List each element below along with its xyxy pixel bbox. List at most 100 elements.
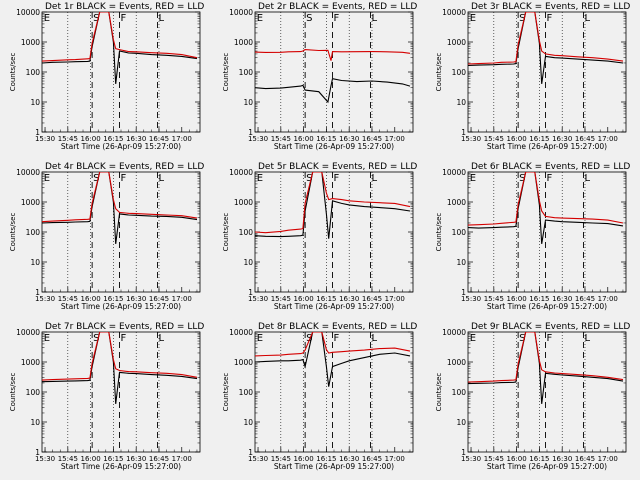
x-tick-label: 15:45	[271, 295, 291, 303]
x-tick-label: 15:45	[58, 135, 78, 143]
x-tick-label: 16:00	[294, 295, 314, 303]
series-line-events	[42, 172, 198, 244]
x-tick-label: 16:15	[316, 135, 336, 143]
series-line-lld	[468, 12, 624, 65]
x-tick-label: 16:45	[575, 135, 595, 143]
marker-label-e: E	[44, 13, 50, 24]
marker-label-l: L	[584, 333, 590, 344]
series-line-lld	[468, 172, 624, 226]
y-tick-label: 10000	[229, 8, 253, 17]
x-tick-label: 15:45	[58, 295, 78, 303]
x-tick-label: 16:30	[126, 455, 146, 463]
x-tick-label: 16:30	[126, 135, 146, 143]
marker-label-s: S	[93, 333, 99, 344]
x-tick-label: 16:15	[316, 295, 336, 303]
x-tick-label: 16:15	[529, 455, 549, 463]
marker-label-e: E	[44, 173, 50, 184]
y-tick-label: 100	[26, 228, 41, 237]
x-tick-label: 15:45	[484, 135, 504, 143]
plot-frame	[467, 11, 627, 133]
x-tick-label: 17:00	[598, 295, 618, 303]
y-tick-label: 10	[456, 418, 466, 427]
x-tick-label: 16:45	[149, 135, 169, 143]
y-tick-label: 1	[248, 128, 253, 137]
marker-label-f: F	[546, 173, 552, 184]
y-tick-label: 10	[30, 418, 40, 427]
x-tick-label: 15:30	[461, 455, 481, 463]
x-tick-label: 17:00	[172, 455, 192, 463]
y-tick-label: 10000	[229, 328, 253, 337]
series-line-events	[255, 332, 411, 387]
series-line-lld	[468, 332, 624, 383]
series-line-lld	[42, 12, 198, 62]
x-axis-label: Start Time (26-Apr-09 15:27:00)	[274, 462, 394, 471]
x-tick-label: 16:00	[294, 455, 314, 463]
y-tick-label: 10000	[442, 8, 466, 17]
y-tick-label: 10	[243, 258, 253, 267]
x-tick-label: 17:00	[385, 295, 405, 303]
x-tick-label: 16:30	[339, 295, 359, 303]
y-tick-label: 1000	[234, 198, 253, 207]
x-tick-label: 16:00	[507, 295, 527, 303]
marker-label-s: S	[93, 13, 99, 24]
marker-label-f: F	[120, 173, 126, 184]
marker-label-l: L	[158, 173, 164, 184]
x-tick-label: 16:30	[126, 295, 146, 303]
marker-label-e: E	[44, 333, 50, 344]
x-tick-label: 15:45	[484, 455, 504, 463]
chart-title: Det 2r BLACK = Events, RED = LLD	[258, 2, 417, 12]
y-tick-label: 10	[243, 98, 253, 107]
y-tick-label: 100	[239, 68, 254, 77]
x-tick-label: 16:15	[103, 135, 123, 143]
x-tick-label: 16:00	[81, 455, 101, 463]
x-tick-label: 16:15	[103, 295, 123, 303]
y-tick-label: 10000	[16, 8, 40, 17]
y-tick-label: 1	[35, 448, 40, 457]
y-tick-label: 10000	[229, 168, 253, 177]
x-tick-label: 15:45	[58, 455, 78, 463]
x-tick-label: 16:00	[507, 135, 527, 143]
x-axis-label: Start Time (26-Apr-09 15:27:00)	[487, 302, 607, 311]
x-tick-label: 15:30	[248, 295, 268, 303]
marker-label-e: E	[470, 173, 476, 184]
chart-title: Det 3r BLACK = Events, RED = LLD	[471, 2, 630, 12]
x-tick-label: 17:00	[385, 455, 405, 463]
x-axis-label: Start Time (26-Apr-09 15:27:00)	[61, 462, 181, 471]
x-tick-label: 16:45	[575, 295, 595, 303]
x-tick-label: 15:45	[271, 135, 291, 143]
x-tick-label: 16:45	[362, 295, 382, 303]
marker-label-e: E	[257, 333, 263, 344]
series-line-events	[255, 172, 411, 239]
x-tick-label: 16:45	[149, 295, 169, 303]
y-tick-label: 100	[452, 68, 467, 77]
y-axis-label: Counts/sec	[435, 373, 443, 412]
series-line-events	[468, 332, 624, 404]
y-tick-label: 1	[461, 448, 466, 457]
x-tick-label: 16:30	[552, 135, 572, 143]
marker-label-f: F	[333, 333, 339, 344]
x-axis-label: Start Time (26-Apr-09 15:27:00)	[61, 302, 181, 311]
chart-title: Det 5r BLACK = Events, RED = LLD	[258, 162, 417, 172]
marker-label-l: L	[371, 333, 377, 344]
x-axis-label: Start Time (26-Apr-09 15:27:00)	[61, 142, 181, 151]
series-line-lld	[42, 332, 198, 381]
marker-label-s: S	[306, 173, 312, 184]
chart-title: Det 1r BLACK = Events, RED = LLD	[45, 2, 204, 12]
x-tick-label: 15:30	[35, 135, 55, 143]
marker-label-l: L	[584, 13, 590, 24]
y-tick-label: 10	[243, 418, 253, 427]
y-tick-label: 1000	[21, 358, 40, 367]
marker-label-f: F	[333, 173, 339, 184]
x-axis-label: Start Time (26-Apr-09 15:27:00)	[274, 142, 394, 151]
x-tick-label: 15:45	[484, 295, 504, 303]
y-tick-label: 1000	[21, 198, 40, 207]
marker-label-s: S	[306, 333, 312, 344]
x-tick-label: 16:30	[339, 455, 359, 463]
marker-label-f: F	[120, 333, 126, 344]
series-line-events	[42, 12, 198, 84]
